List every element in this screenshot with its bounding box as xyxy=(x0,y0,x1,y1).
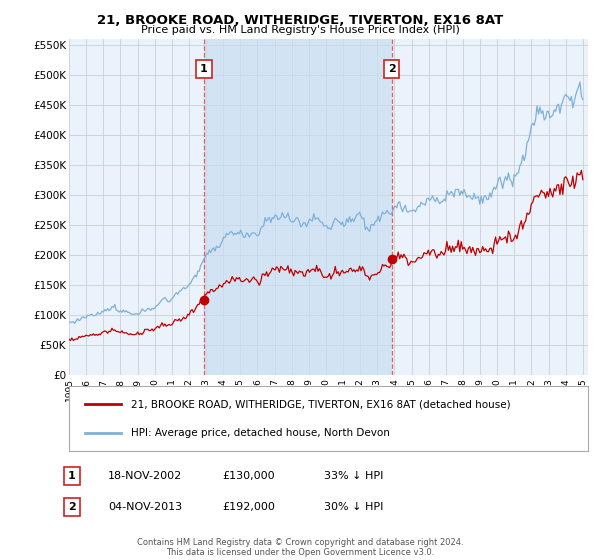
Text: Contains HM Land Registry data © Crown copyright and database right 2024.
This d: Contains HM Land Registry data © Crown c… xyxy=(137,538,463,557)
Text: Price paid vs. HM Land Registry's House Price Index (HPI): Price paid vs. HM Land Registry's House … xyxy=(140,25,460,35)
Text: HPI: Average price, detached house, North Devon: HPI: Average price, detached house, Nort… xyxy=(131,428,390,438)
Text: 1: 1 xyxy=(200,64,208,74)
Text: 1: 1 xyxy=(68,471,76,481)
Bar xyxy=(204,39,392,375)
Text: 2: 2 xyxy=(388,64,395,74)
Text: 33% ↓ HPI: 33% ↓ HPI xyxy=(324,471,383,481)
Text: 21, BROOKE ROAD, WITHERIDGE, TIVERTON, EX16 8AT: 21, BROOKE ROAD, WITHERIDGE, TIVERTON, E… xyxy=(97,14,503,27)
Text: 2: 2 xyxy=(68,502,76,512)
Text: 18-NOV-2002: 18-NOV-2002 xyxy=(108,471,182,481)
Text: 04-NOV-2013: 04-NOV-2013 xyxy=(108,502,182,512)
Text: 21, BROOKE ROAD, WITHERIDGE, TIVERTON, EX16 8AT (detached house): 21, BROOKE ROAD, WITHERIDGE, TIVERTON, E… xyxy=(131,399,511,409)
Text: £130,000: £130,000 xyxy=(222,471,275,481)
Text: 30% ↓ HPI: 30% ↓ HPI xyxy=(324,502,383,512)
Text: £192,000: £192,000 xyxy=(222,502,275,512)
